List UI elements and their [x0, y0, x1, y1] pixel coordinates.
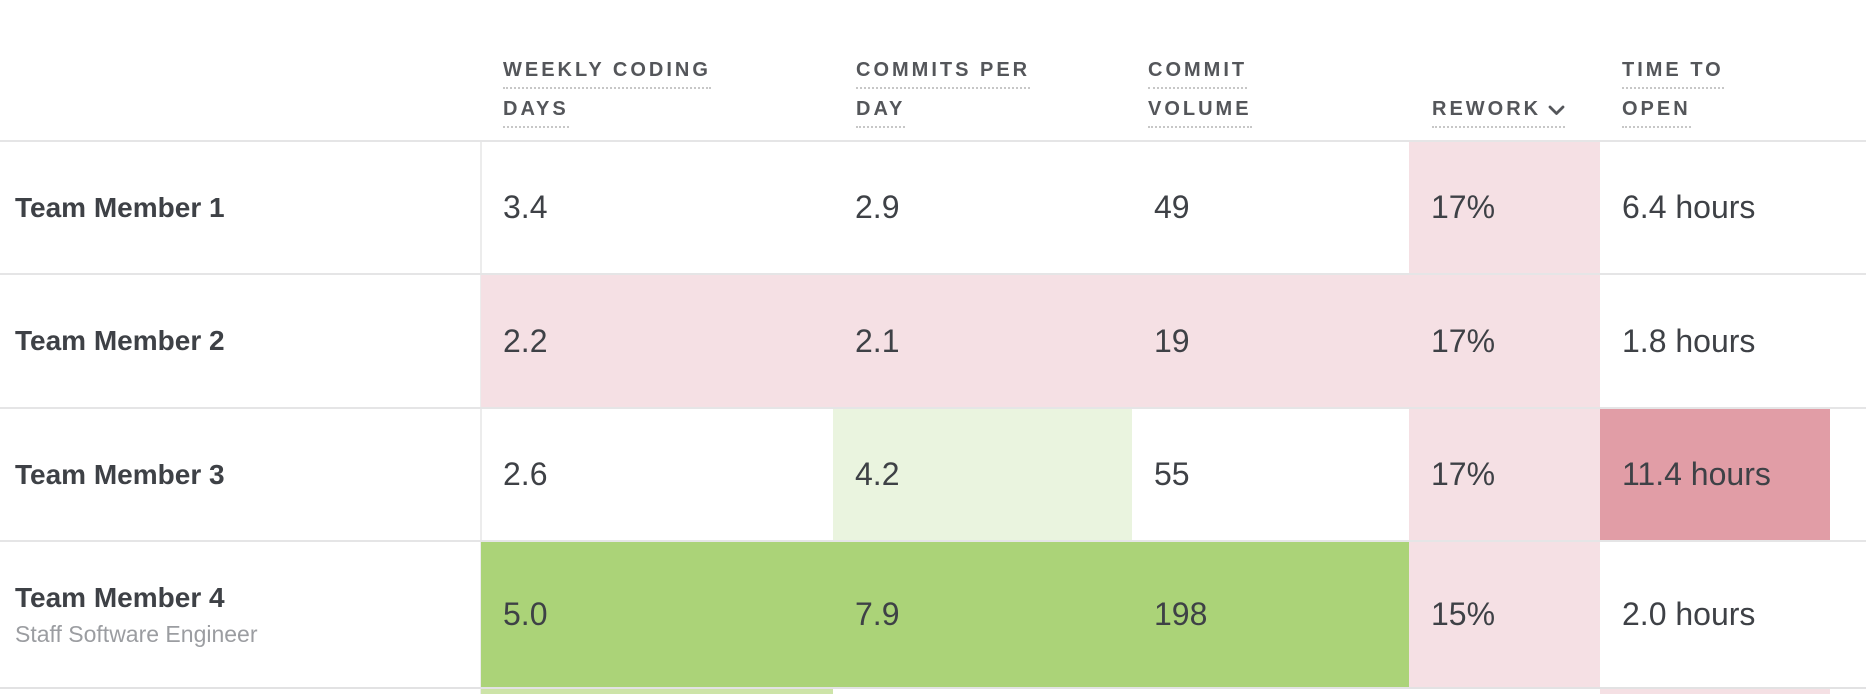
table-header: WEEKLY CODING DAYS COMMITS PER DAY COMMI… — [0, 0, 1866, 140]
commit-volume-cell: 55 — [1154, 456, 1190, 492]
time-to-open-cell: 1.8 hours — [1622, 322, 1756, 359]
weekly-coding-days-cell: 2.6 — [503, 456, 548, 492]
table-row: Team Member 1 3.4 2.9 49 17% 6.4 hours — [0, 140, 1866, 273]
weekly-coding-days-cell: 3.4 — [503, 189, 548, 225]
weekly-coding-days-cell: 5.0 — [481, 542, 833, 687]
time-to-open-cell: 6.4 hours — [1622, 189, 1756, 225]
column-header-rework[interactable]: REWORK — [1432, 89, 1566, 128]
commits-per-day-cell: 2.1 — [833, 275, 1132, 407]
commit-volume-cell: 198 — [1132, 542, 1409, 687]
column-header-commit-volume[interactable]: COMMIT VOLUME — [1148, 50, 1252, 128]
time-to-open-cell — [1600, 689, 1830, 694]
column-header-weekly-coding-days[interactable]: WEEKLY CODING DAYS — [503, 50, 711, 128]
commits-per-day-cell: 7.9 — [833, 542, 1132, 687]
commit-volume-cell: 49 — [1154, 189, 1190, 225]
column-header-commits-per-day[interactable]: COMMITS PER DAY — [856, 50, 1031, 128]
column-header-line: VOLUME — [1148, 98, 1252, 128]
column-header-line: TIME TO — [1622, 59, 1724, 89]
weekly-coding-days-cell: 2.2 — [481, 275, 833, 407]
time-to-open-cell: 11.4 hours — [1600, 409, 1830, 540]
column-header-line: REWORK — [1432, 98, 1566, 128]
time-to-open-cell: 2.0 hours — [1622, 596, 1756, 632]
rework-cell: 17% — [1409, 142, 1600, 273]
member-name: Team Member 1 — [15, 191, 225, 223]
member-name-cell[interactable]: Team Member 2 — [0, 275, 481, 407]
member-role: Staff Software Engineer — [15, 620, 258, 647]
column-header-line: OPEN — [1622, 98, 1691, 128]
column-header-line: DAYS — [503, 98, 569, 128]
column-divider — [480, 140, 482, 694]
member-name: Team Member 4 — [15, 581, 225, 613]
rework-cell: 17% — [1409, 275, 1600, 407]
commit-volume-cell — [1132, 689, 1409, 694]
member-name-cell — [0, 689, 481, 694]
commits-per-day-cell: 2.9 — [855, 189, 900, 225]
member-name-cell[interactable]: Team Member 4 Staff Software Engineer — [0, 542, 481, 687]
commits-per-day-cell — [833, 689, 1132, 694]
table-row-partial — [0, 687, 1866, 694]
column-header-line: COMMITS PER — [856, 59, 1031, 89]
column-header-label: REWORK — [1432, 98, 1542, 120]
member-name-cell[interactable]: Team Member 3 — [0, 409, 481, 540]
rework-cell: 15% — [1409, 542, 1600, 687]
table-row: Team Member 4 Staff Software Engineer 5.… — [0, 540, 1866, 687]
column-header-line: WEEKLY CODING — [503, 59, 711, 89]
rework-cell — [1409, 689, 1600, 694]
commits-per-day-cell: 4.2 — [833, 409, 1132, 540]
table-row: Team Member 2 2.2 2.1 19 17% 1.8 hours — [0, 273, 1866, 407]
member-name-group: Team Member 4 Staff Software Engineer — [15, 582, 258, 648]
rework-cell: 17% — [1409, 409, 1600, 540]
column-header-line: COMMIT — [1148, 59, 1248, 89]
member-name: Team Member 3 — [15, 458, 225, 490]
column-header-line: DAY — [856, 98, 906, 128]
weekly-coding-days-cell — [481, 689, 833, 694]
commit-volume-cell: 19 — [1132, 275, 1409, 407]
member-name: Team Member 2 — [15, 325, 225, 356]
table-row: Team Member 3 2.6 4.2 55 17% 11.4 hours — [0, 407, 1866, 540]
member-name-cell[interactable]: Team Member 1 — [0, 142, 481, 273]
column-header-time-to-open[interactable]: TIME TO OPEN — [1622, 50, 1724, 128]
chevron-down-icon — [1548, 105, 1565, 115]
